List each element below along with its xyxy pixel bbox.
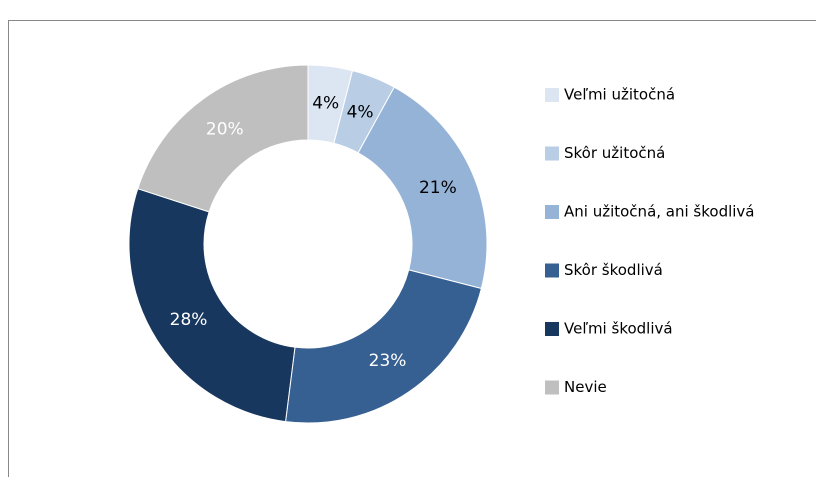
legend-label: Skôr užitočná	[564, 144, 665, 162]
legend-label: Veľmi škodlivá	[564, 320, 673, 338]
legend-swatch	[545, 322, 559, 336]
data-label: 4%	[312, 94, 339, 114]
data-label: 23%	[369, 351, 407, 371]
data-label: 4%	[347, 102, 374, 122]
data-label: 21%	[419, 178, 457, 198]
legend-swatch	[545, 263, 559, 278]
legend-label: Nevie	[564, 378, 607, 396]
legend-label: Skôr škodlivá	[564, 261, 663, 279]
legend-swatch	[545, 205, 559, 219]
chart-frame	[8, 20, 816, 477]
legend-label: Veľmi užitočná	[564, 86, 675, 104]
donut-segment	[285, 269, 482, 424]
donut-segment	[128, 188, 296, 423]
legend-swatch	[545, 380, 559, 395]
data-label: 28%	[170, 310, 208, 330]
legend-swatch	[545, 88, 559, 102]
legend-swatch	[545, 146, 559, 161]
legend-label: Ani užitočná, ani škodlivá	[564, 203, 755, 221]
donut-segment	[137, 64, 309, 213]
donut-segment	[357, 86, 488, 290]
data-label: 20%	[206, 120, 244, 140]
